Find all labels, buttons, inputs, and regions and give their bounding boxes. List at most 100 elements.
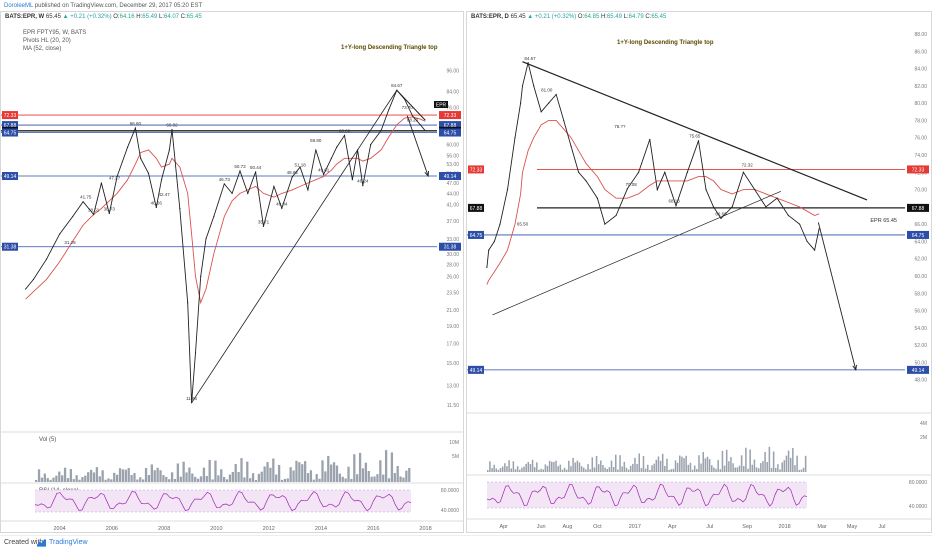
volume-bar — [717, 460, 719, 472]
volume-bar — [35, 480, 38, 482]
weekly-chart-panel[interactable]: BATS:EPR, W 65.45 ▲ +0.21 (+0.32%) O:64.… — [0, 11, 464, 533]
volume-bar — [179, 476, 182, 482]
volume-bar — [136, 479, 139, 482]
pivot-label: 72.32 — [742, 163, 754, 168]
volume-bar — [610, 460, 613, 472]
volume-bar — [529, 464, 532, 472]
target-arrow — [817, 222, 857, 370]
volume-bar — [260, 471, 263, 482]
publisher-line: DoroleeML published on TradingView.com, … — [4, 3, 202, 9]
daily-chart-panel[interactable]: BATS:EPR, D 65.45 ▲ +0.21 (+0.32%) O:64.… — [466, 11, 932, 533]
indicator-label[interactable]: MA (52, close) — [23, 46, 62, 52]
pivot-label: 50.44 — [250, 165, 262, 170]
volume-bar — [341, 476, 344, 482]
pivot-label: 41.75 — [80, 195, 92, 200]
volume-bar — [743, 465, 745, 472]
chart-header: BATS:EPR, D 65.45 ▲ +0.21 (+0.32%) O:64.… — [471, 14, 667, 20]
daily-chart-svg[interactable]: 88.00 86.00 84.00 82.00 80.00 78.00 76.00 74.00… — [467, 12, 931, 532]
volume-bar — [738, 465, 741, 472]
pivot-label: 76.?? — [614, 124, 626, 129]
price-point — [370, 143, 372, 146]
volume-bar — [580, 466, 583, 472]
volume-bar — [295, 460, 298, 482]
volume-bar — [501, 466, 504, 472]
volume-bar — [347, 466, 350, 482]
author-link[interactable]: DoroleeML — [4, 3, 34, 9]
volume-bar — [364, 462, 368, 482]
epr-marker-tag — [434, 101, 448, 108]
volume-bar — [356, 474, 359, 482]
price-level-tag-right — [439, 128, 461, 137]
volume-bar — [568, 460, 570, 472]
volume-bar — [563, 467, 566, 472]
volume-bar — [602, 465, 604, 472]
pivot-label: 63.60 — [339, 128, 351, 133]
x-tick-label: 2008 — [158, 526, 170, 532]
volume-bar — [636, 463, 638, 472]
indicator-label[interactable]: EPR FPTY95, W, BATS — [23, 30, 87, 36]
volume-bar — [510, 468, 512, 472]
symbol-label: BATS:EPR, D — [471, 14, 509, 20]
pivot-label: 47.2? — [109, 175, 121, 180]
indicator-label[interactable]: Pivots HL (20, 20) — [23, 38, 71, 44]
volume-bar — [107, 478, 110, 482]
volume-bar — [772, 451, 775, 472]
volume-bar — [335, 465, 339, 482]
chart-annotation-title: 1+Y-long Descending Triangle top — [341, 45, 438, 51]
volume-bar — [521, 467, 523, 472]
target-arrowhead — [424, 170, 429, 178]
volume-bar — [519, 469, 521, 472]
price-point — [533, 85, 535, 87]
pivot-label: 11.66 — [186, 396, 197, 401]
price-level-tag-text: 64.75 — [444, 131, 457, 137]
pivot-label: 70.08 — [625, 182, 637, 187]
volume-bar — [194, 476, 197, 482]
price-point — [205, 238, 207, 240]
price-point — [58, 233, 61, 235]
volume-bar — [644, 468, 647, 472]
volume-tick-label: 10M — [449, 440, 459, 446]
volume-bar — [266, 462, 269, 482]
volume-bar — [95, 467, 99, 482]
volume-bar — [557, 466, 559, 472]
price-point — [262, 225, 265, 227]
y-tick-label: 56.00 — [914, 309, 927, 315]
volume-bar — [367, 471, 370, 482]
volume-bar — [205, 475, 208, 482]
volume-bar — [553, 461, 555, 472]
volume-bar — [723, 465, 726, 472]
volume-bar — [766, 461, 768, 472]
x-tick-label: 2018 — [779, 524, 791, 530]
volume-bar — [150, 464, 153, 482]
price-level-tag-text: 64.75 — [912, 233, 925, 239]
weekly-chart-svg[interactable]: 96.0084.0076.0072.0068.0064.0060.0056.00… — [1, 12, 463, 532]
pivot-label: 81.00 — [541, 88, 553, 93]
volume-bar — [168, 479, 171, 482]
volume-bar — [664, 465, 666, 472]
x-tick-label: Jun — [537, 524, 546, 530]
volume-bar — [46, 478, 49, 482]
tradingview-link[interactable]: TradingView — [49, 539, 88, 546]
price-point — [411, 115, 414, 117]
volume-bar — [286, 478, 289, 482]
price-point — [424, 130, 426, 132]
volume-bar — [191, 473, 194, 482]
pivot-label: 31.28 — [64, 240, 76, 245]
volume-bar — [318, 478, 321, 482]
volume-bar — [659, 460, 662, 472]
volume-bar — [725, 449, 728, 472]
price-level-tag-text: 31.38 — [4, 245, 17, 251]
low-value: 64.07 — [163, 14, 179, 20]
volume-bar — [124, 469, 127, 482]
volume-bar — [768, 446, 771, 472]
volume-bar — [499, 468, 502, 472]
close-value: 65.45 — [186, 14, 202, 20]
volume-bar — [384, 450, 388, 482]
y-tick-label: 82.00 — [914, 84, 927, 90]
volume-bar — [330, 464, 333, 482]
volume-bar — [687, 464, 690, 472]
volume-bar — [619, 455, 621, 472]
x-tick-label: Sep — [742, 524, 752, 530]
price-point — [649, 138, 651, 141]
volume-bar — [757, 468, 760, 472]
